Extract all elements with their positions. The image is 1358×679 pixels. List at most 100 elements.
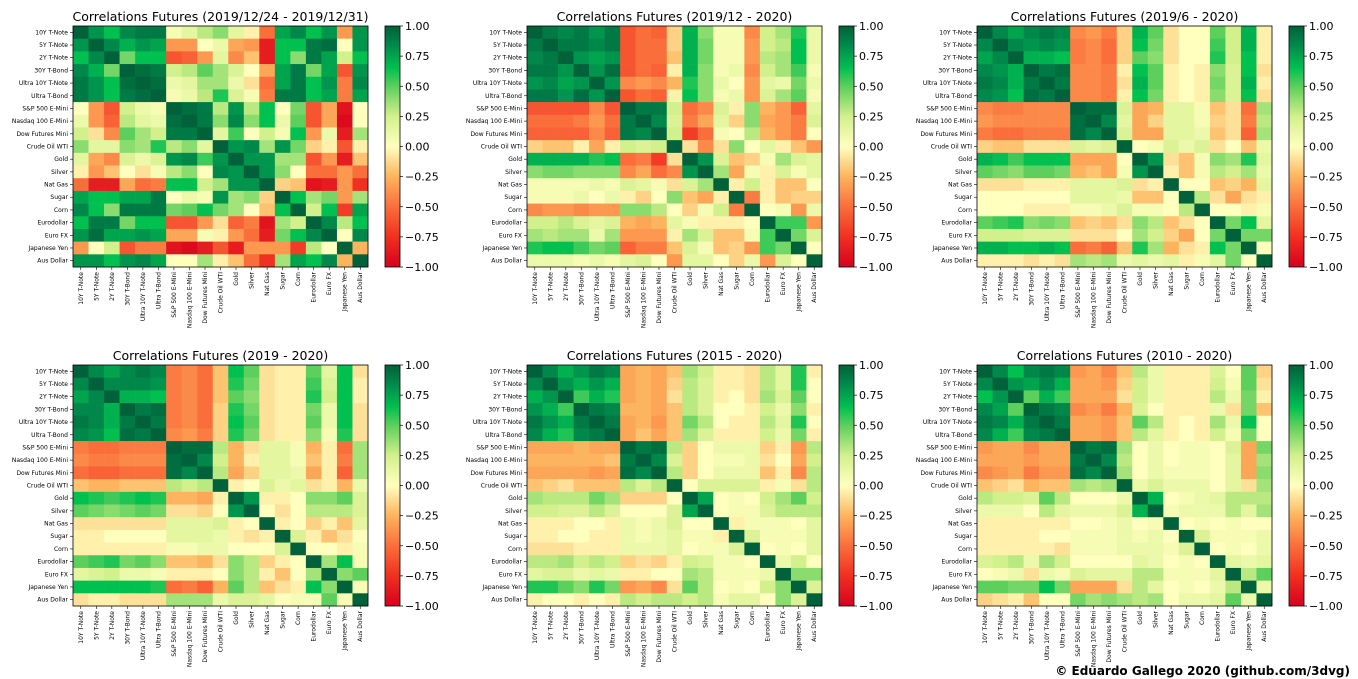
heatmap-cell <box>1240 114 1257 128</box>
heatmap-cell <box>589 390 605 404</box>
y-tick-label: 5Y T-Note <box>39 42 68 49</box>
heatmap-cell <box>1209 542 1226 556</box>
heatmap-cell <box>305 165 322 179</box>
heatmap-cell <box>290 216 307 230</box>
heatmap-cell <box>274 140 291 154</box>
heatmap-cell <box>274 542 291 556</box>
heatmap-cell <box>790 466 807 480</box>
heatmap-cell <box>197 203 214 217</box>
heatmap-cell <box>573 365 590 378</box>
heatmap-cell <box>290 165 307 179</box>
heatmap-cell <box>1163 580 1180 594</box>
heatmap-cell <box>321 241 338 255</box>
heatmap-cell <box>1039 479 1055 493</box>
heatmap-cell <box>1194 403 1211 417</box>
heatmap-cell <box>1116 140 1133 154</box>
heatmap-cell <box>1240 466 1257 480</box>
heatmap-cell <box>558 453 574 467</box>
heatmap-cell <box>228 178 245 192</box>
heatmap-cell <box>88 89 105 103</box>
x-tick-label: 10Y T-Note <box>532 272 539 305</box>
heatmap-cell <box>135 517 151 531</box>
heatmap-cell <box>228 102 245 116</box>
heatmap-cell <box>1101 491 1118 505</box>
heatmap-cell <box>228 466 245 480</box>
heatmap-cell <box>759 453 776 467</box>
heatmap-cell <box>1008 529 1024 543</box>
heatmap-cell <box>1101 64 1118 78</box>
heatmap-cell <box>620 190 636 204</box>
heatmap-cell <box>1256 415 1273 429</box>
heatmap-cell <box>321 26 338 39</box>
heatmap-cell <box>274 555 291 569</box>
heatmap-cell <box>666 466 683 480</box>
heatmap-cell <box>181 178 198 192</box>
heatmap-cell <box>697 403 714 417</box>
colorbar-tick-label: 0.25 <box>1309 110 1334 123</box>
heatmap-cell <box>806 593 823 607</box>
heatmap-cell <box>589 441 605 455</box>
heatmap-cell <box>104 127 120 141</box>
heatmap-cell <box>806 567 823 581</box>
heatmap-cell <box>635 441 652 455</box>
heatmap-cell <box>759 216 776 230</box>
heatmap-cell <box>290 491 307 505</box>
heatmap-cell <box>697 415 714 429</box>
heatmap-cell <box>558 203 574 217</box>
heatmap-cell <box>697 529 714 543</box>
heatmap-cell <box>321 403 338 417</box>
heatmap-cell <box>589 203 605 217</box>
heatmap-cell <box>620 428 636 442</box>
heatmap-cell <box>1209 152 1226 166</box>
colorbar-tick-label: −0.50 <box>859 201 893 214</box>
heatmap-cell <box>1209 64 1226 78</box>
heatmap-cell <box>573 76 590 90</box>
heatmap-cell <box>1085 580 1102 594</box>
heatmap-cell <box>589 593 605 607</box>
heatmap-cell <box>775 26 792 39</box>
heatmap-cell <box>527 241 543 255</box>
y-tick-label: Aus Dollar <box>491 258 522 265</box>
heatmap-cell <box>1147 542 1164 556</box>
heatmap-cell <box>573 580 590 594</box>
heatmap-cell <box>1132 580 1149 594</box>
heatmap-cell <box>651 127 668 141</box>
heatmap-cell <box>135 140 151 154</box>
heatmap-cell <box>713 51 730 65</box>
x-tick-label: Gold <box>233 611 240 625</box>
heatmap-cell <box>212 365 229 378</box>
heatmap-cell <box>1194 152 1211 166</box>
heatmap-cell <box>197 76 214 90</box>
panel-title: Correlations Futures (2010 - 2020) <box>1017 348 1233 363</box>
heatmap-cell <box>635 114 652 128</box>
heatmap-cell <box>697 542 714 556</box>
heatmap-cell <box>558 593 574 607</box>
x-tick-label: 10Y T-Note <box>78 272 85 305</box>
heatmap-cell <box>321 254 338 268</box>
heatmap-cell <box>181 241 198 255</box>
heatmap-cell <box>197 390 214 404</box>
heatmap-cell <box>682 26 699 39</box>
heatmap-cell <box>336 555 353 569</box>
heatmap-cell <box>290 89 307 103</box>
heatmap-cell <box>336 190 353 204</box>
heatmap-cell <box>573 190 590 204</box>
heatmap-cell <box>790 89 807 103</box>
heatmap-cell <box>542 555 559 569</box>
heatmap-cell <box>119 504 136 518</box>
heatmap-cell <box>1116 403 1133 417</box>
heatmap-cell <box>620 542 636 556</box>
heatmap-cell <box>274 241 291 255</box>
heatmap-cell <box>1008 377 1024 391</box>
heatmap-cell <box>977 140 993 154</box>
heatmap-cell <box>352 178 369 192</box>
heatmap-cell <box>1054 365 1071 378</box>
y-tick-label: Euro FX <box>949 571 972 578</box>
heatmap-cell <box>759 479 776 493</box>
heatmap-cell <box>1054 453 1071 467</box>
heatmap-cell <box>589 555 605 569</box>
heatmap-cell <box>1039 517 1055 531</box>
heatmap-cell <box>744 517 761 531</box>
heatmap-cell <box>620 102 636 116</box>
x-tick-label: 30Y T-Bond <box>578 611 585 645</box>
